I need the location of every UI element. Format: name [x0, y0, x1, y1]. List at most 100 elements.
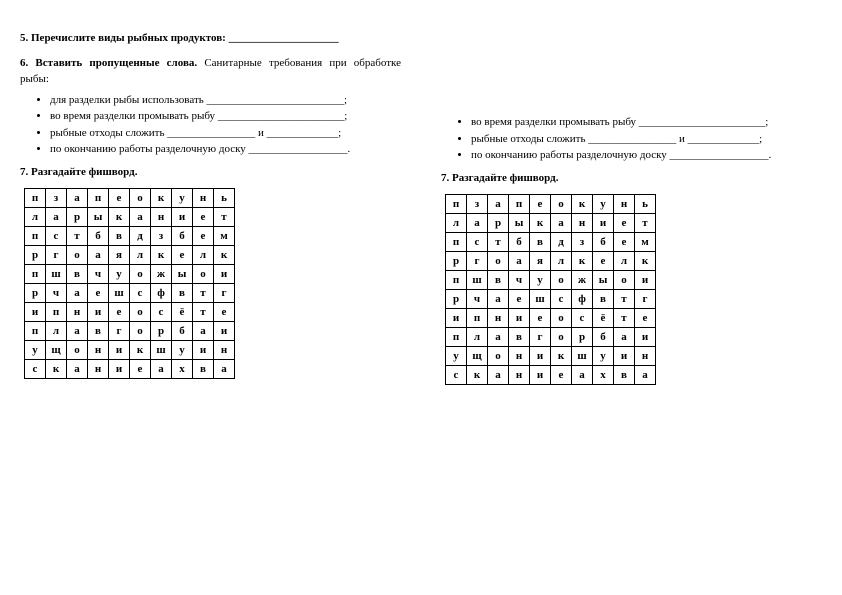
grid-cell: л — [467, 328, 488, 347]
grid-cell: о — [67, 341, 88, 360]
grid-cell: е — [214, 303, 235, 322]
grid-cell: у — [172, 341, 193, 360]
grid-cell: т — [193, 303, 214, 322]
grid-cell: ч — [88, 265, 109, 284]
grid-cell: в — [509, 328, 530, 347]
grid-cell: с — [446, 366, 467, 385]
q6-item: во время разделки промывать рыбу _______… — [50, 108, 401, 125]
grid-cell: с — [467, 233, 488, 252]
q6-item: по окончанию работы разделочную доску __… — [471, 147, 822, 164]
grid-cell: п — [25, 322, 46, 341]
grid-cell: н — [572, 214, 593, 233]
grid-cell: а — [130, 208, 151, 227]
grid-cell: о — [551, 271, 572, 290]
grid-cell: х — [593, 366, 614, 385]
grid-cell: б — [509, 233, 530, 252]
grid-cell: а — [67, 360, 88, 379]
grid-cell: а — [467, 214, 488, 233]
grid-cell: а — [635, 366, 656, 385]
grid-cell: ш — [467, 271, 488, 290]
grid-cell: в — [88, 322, 109, 341]
grid-cell: в — [488, 271, 509, 290]
grid-cell: ф — [572, 290, 593, 309]
grid-cell: к — [551, 347, 572, 366]
grid-cell: и — [635, 328, 656, 347]
grid-cell: а — [488, 290, 509, 309]
grid-cell: в — [193, 360, 214, 379]
grid-cell: п — [446, 271, 467, 290]
grid-cell: в — [172, 284, 193, 303]
fishword-grid-right: пзапеокуньларыканиетпстбвдзбемргоаялкелк… — [445, 194, 656, 385]
grid-cell: п — [88, 189, 109, 208]
grid-cell: т — [214, 208, 235, 227]
grid-cell: н — [88, 341, 109, 360]
grid-cell: к — [214, 246, 235, 265]
grid-cell: к — [572, 195, 593, 214]
grid-cell: е — [551, 366, 572, 385]
grid-cell: ы — [593, 271, 614, 290]
grid-cell: п — [446, 233, 467, 252]
grid-cell: о — [551, 195, 572, 214]
grid-cell: с — [572, 309, 593, 328]
grid-cell: и — [172, 208, 193, 227]
grid-cell: ш — [530, 290, 551, 309]
grid-cell: ш — [109, 284, 130, 303]
grid-cell: е — [614, 233, 635, 252]
grid-cell: о — [488, 347, 509, 366]
grid-cell: а — [488, 328, 509, 347]
grid-cell: и — [530, 347, 551, 366]
grid-cell: п — [25, 265, 46, 284]
grid-cell: к — [572, 252, 593, 271]
grid-cell: к — [130, 341, 151, 360]
grid-cell: о — [614, 271, 635, 290]
grid-cell: т — [488, 233, 509, 252]
grid-cell: о — [130, 322, 151, 341]
grid-cell: т — [614, 309, 635, 328]
grid-cell: ф — [151, 284, 172, 303]
grid-cell: а — [67, 284, 88, 303]
grid-cell: и — [593, 214, 614, 233]
grid-cell: л — [46, 322, 67, 341]
grid-cell: ш — [46, 265, 67, 284]
grid-cell: м — [214, 227, 235, 246]
grid-cell: е — [509, 290, 530, 309]
grid-cell: ё — [172, 303, 193, 322]
grid-cell: р — [67, 208, 88, 227]
grid-cell: ь — [214, 189, 235, 208]
grid-cell: о — [551, 328, 572, 347]
grid-cell: е — [193, 208, 214, 227]
grid-cell: у — [25, 341, 46, 360]
grid-cell: к — [635, 252, 656, 271]
grid-cell: е — [130, 360, 151, 379]
grid-cell: а — [488, 195, 509, 214]
left-column: 5. Перечислите виды рыбных продуктов: __… — [20, 30, 401, 385]
grid-cell: в — [67, 265, 88, 284]
grid-cell: г — [467, 252, 488, 271]
grid-cell: о — [193, 265, 214, 284]
grid-cell: н — [67, 303, 88, 322]
q7-label: 7. Разгадайте фишворд. — [20, 166, 137, 178]
grid-cell: ы — [172, 265, 193, 284]
grid-cell: у — [530, 271, 551, 290]
grid-cell: и — [614, 347, 635, 366]
grid-cell: г — [46, 246, 67, 265]
grid-cell: е — [172, 246, 193, 265]
grid-cell: а — [214, 360, 235, 379]
grid-cell: р — [446, 252, 467, 271]
question-7-right: 7. Разгадайте фишворд. — [441, 170, 822, 187]
grid-cell: т — [193, 284, 214, 303]
grid-cell: я — [530, 252, 551, 271]
grid-cell: р — [25, 246, 46, 265]
grid-cell: а — [67, 322, 88, 341]
grid-cell: к — [530, 214, 551, 233]
grid-cell: ч — [46, 284, 67, 303]
spacer — [441, 30, 822, 114]
grid-cell: р — [446, 290, 467, 309]
q6-list-right: во время разделки промывать рыбу _______… — [471, 114, 822, 164]
grid-cell: с — [25, 360, 46, 379]
grid-cell: а — [88, 246, 109, 265]
grid-cell: н — [614, 195, 635, 214]
grid-cell: е — [530, 195, 551, 214]
grid-cell: п — [25, 227, 46, 246]
grid-cell: н — [214, 341, 235, 360]
